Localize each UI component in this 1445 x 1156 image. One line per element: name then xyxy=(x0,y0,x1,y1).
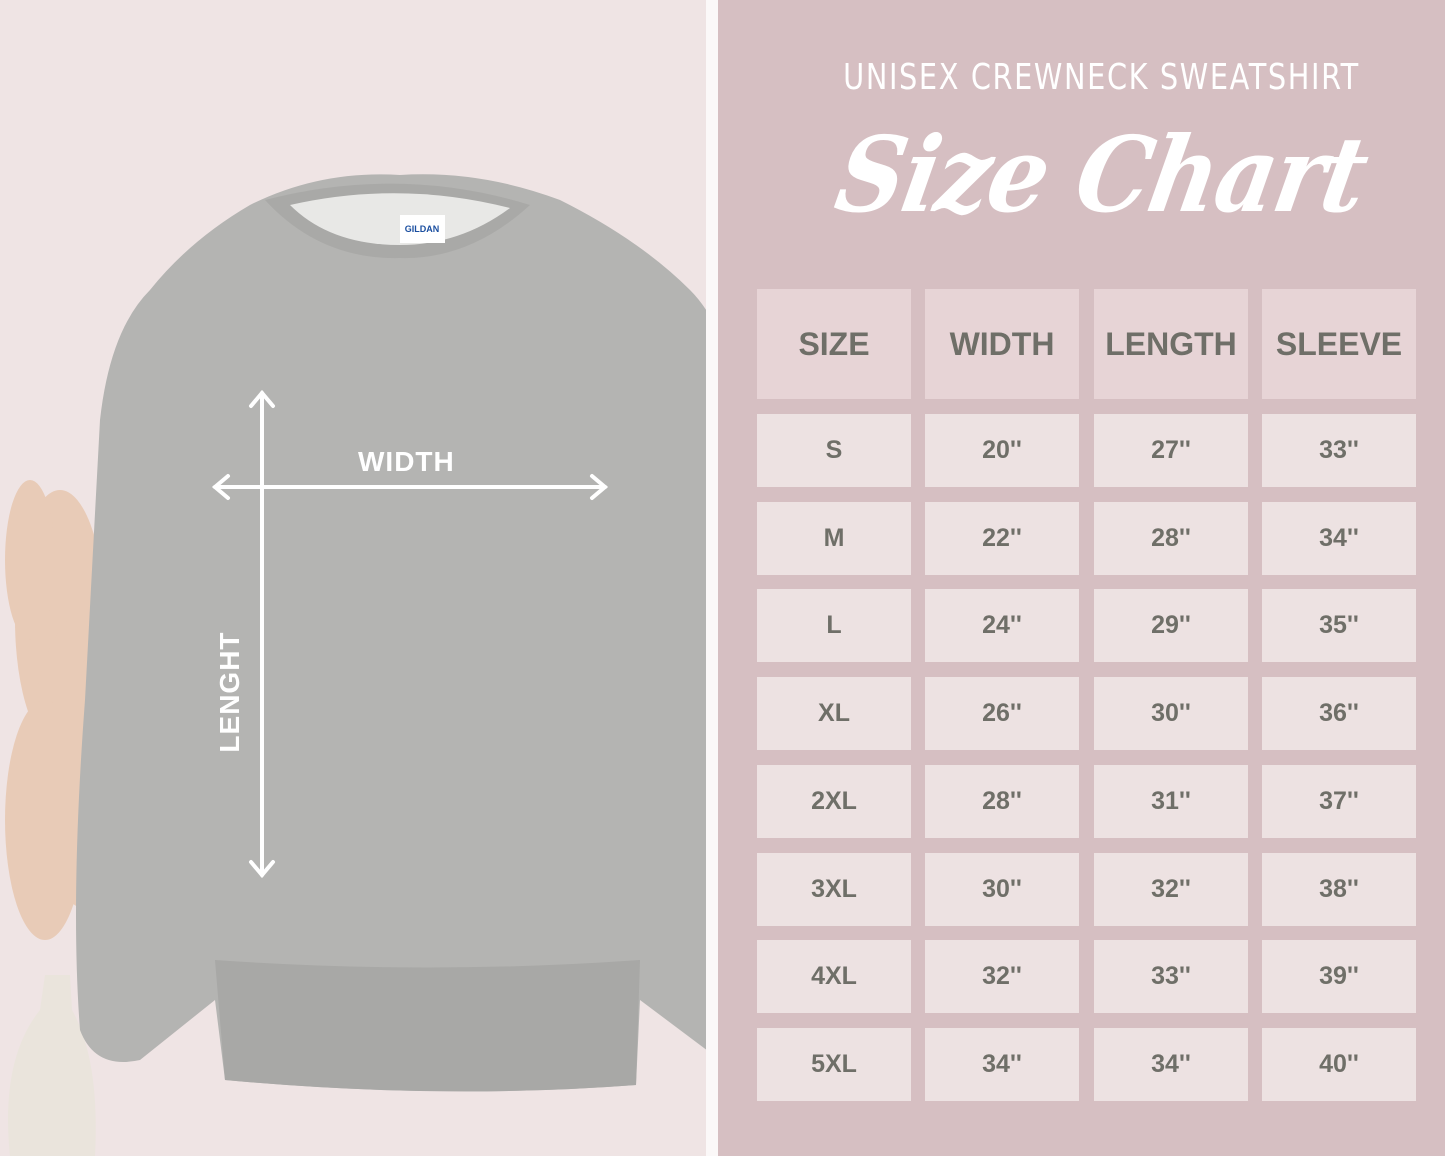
measurement-cell: 26'' xyxy=(925,677,1079,751)
measurement-cell: 22'' xyxy=(925,501,1079,575)
measurement-cell: 31'' xyxy=(1094,764,1248,838)
sweatshirt-illustration: GILDAN xyxy=(5,174,706,1156)
measurement-cell: 30'' xyxy=(925,852,1079,926)
measurement-cell: 38'' xyxy=(1262,852,1416,926)
column-header: LENGTH xyxy=(1094,289,1248,399)
measurement-cell: 28'' xyxy=(1094,501,1248,575)
measurement-arrows xyxy=(211,389,609,879)
measurement-cell: 28'' xyxy=(925,764,1079,838)
vase-decoration xyxy=(8,975,96,1156)
brand-tag-text: GILDAN xyxy=(405,224,440,234)
measurement-cell: 30'' xyxy=(1094,677,1248,751)
column-header: SLEEVE xyxy=(1262,289,1416,399)
brand-tag xyxy=(400,215,445,243)
chart-title: Size Chart xyxy=(827,113,1376,236)
measurement-cell: 32'' xyxy=(1094,852,1248,926)
column-header: WIDTH xyxy=(925,289,1079,399)
size-cell: S xyxy=(757,414,911,487)
measurement-cell: 34'' xyxy=(1094,1027,1248,1101)
column-header: SIZE xyxy=(757,289,911,399)
length-label: LENGHT xyxy=(214,631,245,753)
measurement-cell: 32'' xyxy=(925,940,1079,1014)
size-cell: 4XL xyxy=(757,940,911,1014)
measurement-cell: 35'' xyxy=(1262,589,1416,663)
measurement-cell: 27'' xyxy=(1094,414,1248,487)
size-cell: M xyxy=(757,501,911,575)
measurement-cell: 39'' xyxy=(1262,940,1416,1014)
measurement-cell: 24'' xyxy=(925,589,1079,663)
measurement-cell: 40'' xyxy=(1262,1027,1416,1101)
size-cell: 3XL xyxy=(757,852,911,926)
measurement-cell: 33'' xyxy=(1094,940,1248,1014)
measurement-cell: 36'' xyxy=(1262,677,1416,751)
measurement-cell: 33'' xyxy=(1262,414,1416,487)
panel-divider xyxy=(706,0,718,1156)
measurement-cell: 37'' xyxy=(1262,764,1416,838)
size-cell: 5XL xyxy=(757,1027,911,1101)
measurement-cell: 20'' xyxy=(925,414,1079,487)
width-label: WIDTH xyxy=(358,446,455,477)
measurement-cell: 34'' xyxy=(1262,501,1416,575)
measurement-cell: 34'' xyxy=(925,1027,1079,1101)
size-cell: XL xyxy=(757,677,911,751)
measurement-cell: 29'' xyxy=(1094,589,1248,663)
size-cell: 2XL xyxy=(757,764,911,838)
size-cell: L xyxy=(757,589,911,663)
product-image-panel: GILDAN WIDTH LENGHT xyxy=(0,0,706,1156)
chart-subtitle: UNISEX CREWNECK SWEATSHIRT xyxy=(843,57,1360,98)
